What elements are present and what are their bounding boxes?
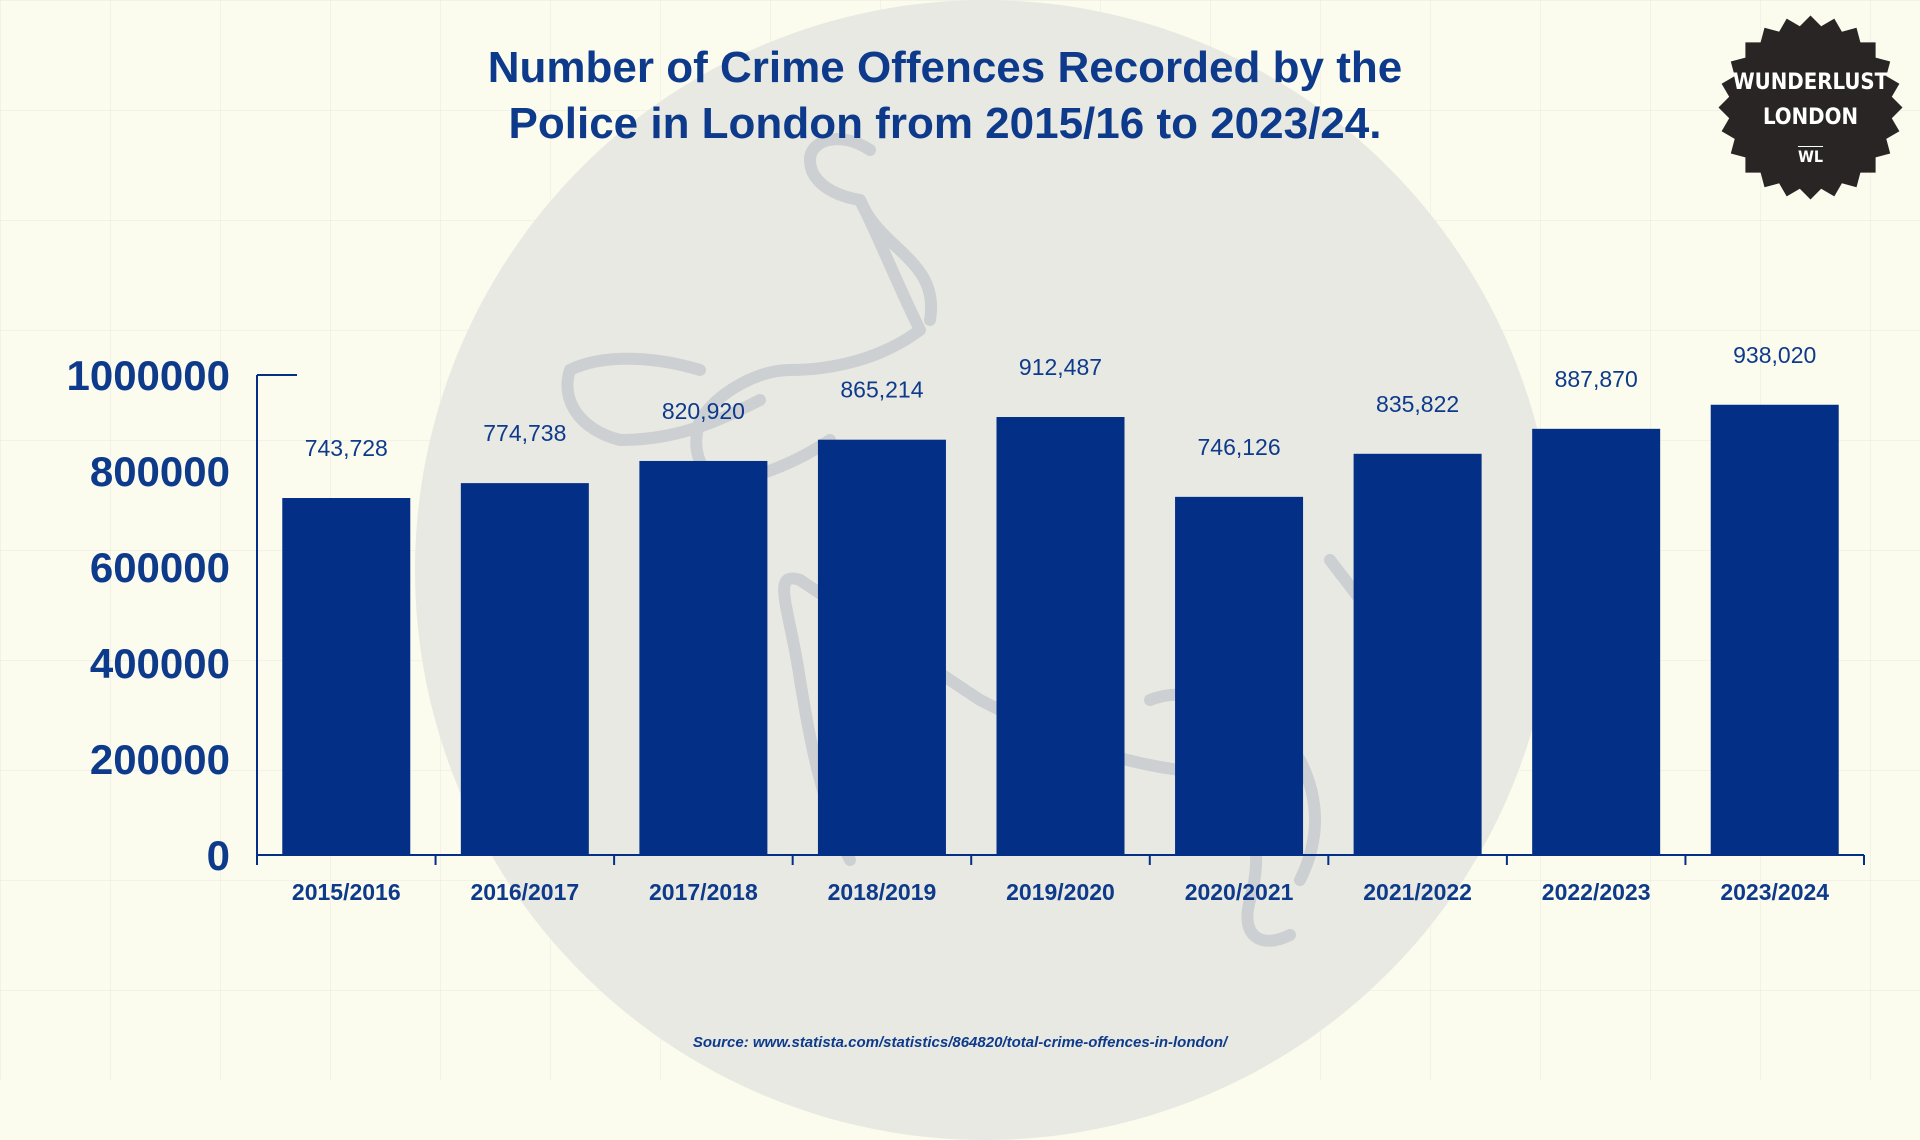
y-tick-label: 800000	[90, 448, 230, 495]
x-tick-label: 2015/2016	[292, 879, 401, 905]
x-tick-label: 2022/2023	[1542, 879, 1651, 905]
y-tick-label: 600000	[90, 544, 230, 591]
bar	[282, 498, 411, 855]
bar-value-label: 774,738	[483, 420, 566, 446]
x-tick-label: 2020/2021	[1185, 879, 1294, 905]
bar-value-label: 835,822	[1376, 391, 1459, 417]
y-tick-label: 1000000	[66, 352, 230, 399]
bar	[817, 439, 946, 855]
bar	[1710, 404, 1839, 855]
bar-value-label: 820,920	[662, 398, 745, 424]
logo-line-1: WUNDERLUST	[1732, 70, 1889, 95]
logo-badge: WUNDERLUST LONDON WL	[1718, 15, 1903, 200]
bar	[460, 483, 589, 855]
x-tick-label: 2019/2020	[1006, 879, 1115, 905]
chart-title-line-1: Number of Crime Offences Recorded by the	[487, 43, 1403, 92]
x-axis: 2015/2016 2016/2017 2017/2018 2018/2019 2019…	[256, 854, 1865, 905]
bar-value-label: 887,870	[1555, 366, 1638, 392]
bar	[639, 460, 768, 855]
bar-value-label: 746,126	[1197, 434, 1280, 460]
logo-badge-icon	[1718, 15, 1903, 200]
x-tick-label: 2016/2017	[470, 879, 579, 905]
bar-chart: 0 200000 400000 600000 800000 1000000 743,728…	[66, 342, 1865, 905]
bar	[996, 417, 1125, 855]
x-tick-label: 2023/2024	[1720, 879, 1829, 905]
bar	[1532, 428, 1661, 855]
x-tick-label: 2018/2019	[828, 879, 937, 905]
source-note: Source: www.statista.com/statistics/8648…	[692, 1034, 1228, 1051]
bar	[1353, 453, 1482, 855]
y-tick-label: 200000	[90, 736, 230, 783]
logo-line-2: LONDON	[1762, 105, 1859, 130]
x-tick-label: 2017/2018	[649, 879, 758, 905]
y-tick-label: 0	[207, 832, 230, 879]
bars	[282, 404, 1839, 855]
bar	[1175, 496, 1304, 855]
bar-value-label: 743,728	[305, 435, 388, 461]
logo-line-3: WL	[1797, 147, 1824, 166]
bar-value-label: 938,020	[1733, 342, 1816, 368]
bar-value-label: 865,214	[840, 377, 923, 403]
chart-title: Number of Crime Offences Recorded by the…	[300, 40, 1590, 152]
y-tick-label: 400000	[90, 640, 230, 687]
bar-value-label: 912,487	[1019, 354, 1102, 380]
x-tick-label: 2021/2022	[1363, 879, 1472, 905]
y-axis: 0 200000 400000 600000 800000 1000000	[66, 352, 297, 879]
value-labels: 743,728 774,738 820,920 865,214 912,487 746,1…	[305, 342, 1817, 461]
chart-title-line-2: Police in London from 2015/16 to 2023/24…	[508, 99, 1382, 148]
